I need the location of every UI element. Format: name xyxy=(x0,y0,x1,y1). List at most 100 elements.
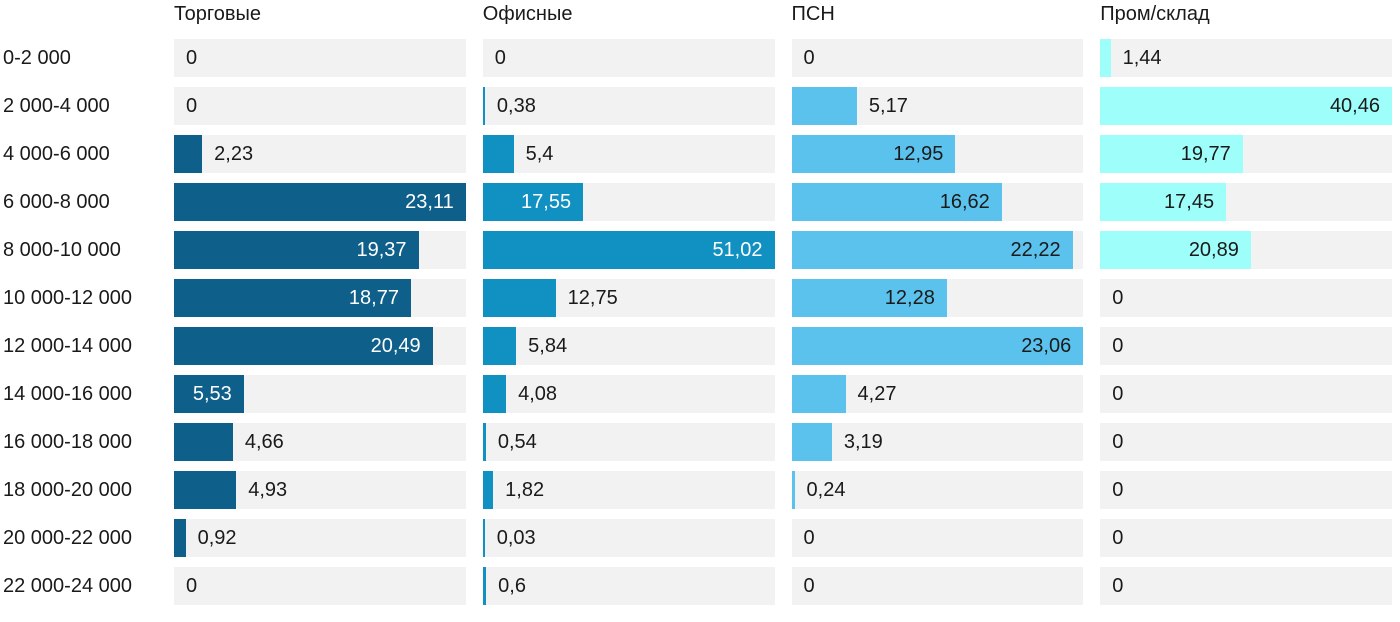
bar-value-label: 0 xyxy=(803,47,815,69)
column-header-prom-sklad: Пром/склад xyxy=(1100,3,1210,25)
bar-value-label: 12,75 xyxy=(567,287,618,309)
bar-value-label: 4,08 xyxy=(518,383,558,405)
row-label: 14 000-16 000 xyxy=(3,383,133,405)
column-header-torgovye: Торговые xyxy=(174,3,262,25)
row-label: 2 000-4 000 xyxy=(3,95,110,117)
bar-track: 0 xyxy=(1100,279,1392,317)
bar-value-label: 5,17 xyxy=(868,95,908,117)
bar xyxy=(791,87,857,125)
bar-value-label: 0 xyxy=(1112,287,1124,309)
bar-value-label: 17,45 xyxy=(1164,191,1215,213)
bar-value-label: 0 xyxy=(1112,575,1124,597)
bar-track: 0 xyxy=(1100,423,1392,461)
bar-value-label: 0 xyxy=(186,575,198,597)
bar-track: 0 xyxy=(174,567,466,605)
row-label: 0-2 000 xyxy=(3,47,71,69)
bar: 16,62 xyxy=(791,183,1002,221)
bar-track: 0,03 xyxy=(482,519,775,557)
bar: 23,11 xyxy=(174,183,466,221)
bar xyxy=(791,375,846,413)
row-label: 12 000-14 000 xyxy=(3,335,133,357)
bar-value-label: 1,82 xyxy=(505,479,545,501)
bar-value-label: 0,24 xyxy=(806,479,846,501)
bar-value-label: 0 xyxy=(1112,335,1124,357)
bar-value-label: 51,02 xyxy=(712,239,763,261)
bar-track: 0 xyxy=(1100,567,1392,605)
bar-track: 0 xyxy=(791,39,1084,77)
bar-track: 0 xyxy=(791,567,1084,605)
bar xyxy=(482,375,507,413)
bar-value-label: 4,27 xyxy=(857,383,897,405)
bar-value-label: 0 xyxy=(1112,479,1124,501)
bar: 23,06 xyxy=(791,327,1084,365)
bar-track: 5,4 xyxy=(482,135,775,173)
bar: 40,46 xyxy=(1100,87,1392,125)
bar-track: 0,54 xyxy=(482,423,775,461)
corner-spacer xyxy=(3,0,157,29)
bar-track: 16,62 xyxy=(791,183,1084,221)
bar-track: 19,37 xyxy=(174,231,466,269)
bar-value-label: 3,19 xyxy=(843,431,883,453)
bar-value-label: 5,84 xyxy=(528,335,568,357)
bar xyxy=(482,519,485,557)
bar-value-label: 4,93 xyxy=(248,479,288,501)
bar: 12,95 xyxy=(791,135,956,173)
row-label: 10 000-12 000 xyxy=(3,287,133,309)
bar-track: 4,08 xyxy=(482,375,775,413)
bar xyxy=(482,423,486,461)
bar-value-label: 20,49 xyxy=(370,335,421,357)
bar-track: 12,95 xyxy=(791,135,1084,173)
bar xyxy=(791,423,832,461)
bar-value-label: 40,46 xyxy=(1329,95,1380,117)
bar-track: 0 xyxy=(174,39,466,77)
bar-value-label: 20,89 xyxy=(1188,239,1239,261)
bar-track: 0 xyxy=(1100,327,1392,365)
bar-value-label: 0 xyxy=(186,47,198,69)
row-label: 20 000-22 000 xyxy=(3,527,133,549)
bar: 17,55 xyxy=(482,183,584,221)
bar: 22,22 xyxy=(791,231,1073,269)
bar-value-label: 19,77 xyxy=(1180,143,1231,165)
bar-track: 0 xyxy=(174,87,466,125)
bar: 19,37 xyxy=(174,231,419,269)
bar-track: 0,24 xyxy=(791,471,1084,509)
bar xyxy=(791,471,795,509)
bar-track: 20,89 xyxy=(1100,231,1392,269)
bar: 18,77 xyxy=(174,279,411,317)
bar: 17,45 xyxy=(1100,183,1227,221)
bar-track: 0 xyxy=(1100,519,1392,557)
bar xyxy=(482,567,487,605)
bar xyxy=(482,87,485,125)
bar xyxy=(174,135,203,173)
bar: 20,49 xyxy=(174,327,433,365)
column-header-ofisnye: Офисные xyxy=(482,3,573,25)
bar xyxy=(482,327,517,365)
bar: 19,77 xyxy=(1100,135,1243,173)
bar-track: 20,49 xyxy=(174,327,466,365)
bar-value-label: 4,66 xyxy=(244,431,284,453)
bar-value-label: 16,62 xyxy=(939,191,990,213)
bar-track: 1,82 xyxy=(482,471,775,509)
bar-track: 51,02 xyxy=(482,231,775,269)
bar-value-label: 0,6 xyxy=(498,575,526,597)
bar xyxy=(174,519,186,557)
bar-track: 40,46 xyxy=(1100,87,1392,125)
bar: 5,53 xyxy=(174,375,244,413)
bar-track: 17,45 xyxy=(1100,183,1392,221)
bar-value-label: 5,4 xyxy=(525,143,554,165)
bar xyxy=(482,279,556,317)
bar-track: 5,53 xyxy=(174,375,466,413)
bar-value-label: 5,53 xyxy=(192,383,232,405)
row-label: 6 000-8 000 xyxy=(3,191,110,213)
bar: 12,28 xyxy=(791,279,947,317)
bar-track: 1,44 xyxy=(1100,39,1392,77)
bar-chart: Торговые Офисные ПСН Пром/склад 0-2 000 0… xyxy=(3,0,1392,605)
bar-value-label: 0 xyxy=(1112,527,1124,549)
bar xyxy=(174,423,233,461)
bar-track: 4,93 xyxy=(174,471,466,509)
bar-value-label: 0,92 xyxy=(197,527,237,549)
bar-value-label: 23,06 xyxy=(1021,335,1072,357)
row-label: 18 000-20 000 xyxy=(3,479,133,501)
bar-track: 0,92 xyxy=(174,519,466,557)
bar-track: 2,23 xyxy=(174,135,466,173)
